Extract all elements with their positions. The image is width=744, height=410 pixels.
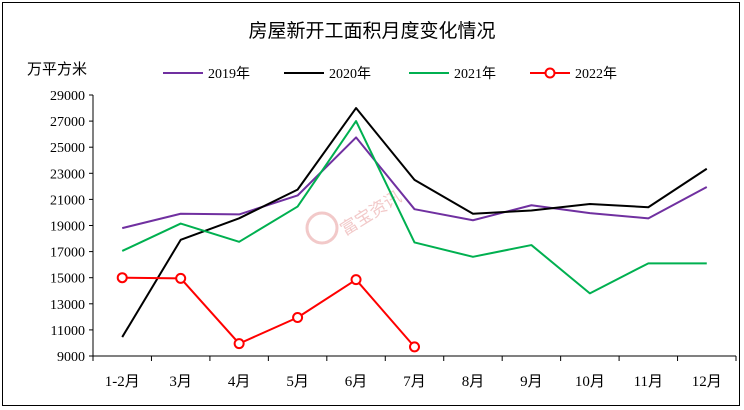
x-tick-label: 7月 <box>403 374 426 390</box>
series-2021年 <box>121 120 707 295</box>
legend: 2019年 2020年 2021年 2022年 <box>163 66 617 82</box>
chart-frame <box>2 2 740 406</box>
x-tick-label: 12月 <box>692 374 722 390</box>
x-tick-label: 5月 <box>286 374 309 390</box>
data-point <box>175 272 187 284</box>
y-tick-label: 13000 <box>50 298 85 313</box>
data-point <box>292 312 304 324</box>
legend-label: 2019年 <box>208 66 250 82</box>
watermark-text: 富宝资讯 <box>337 187 405 240</box>
data-point <box>350 274 362 286</box>
watermark: 富宝资讯 <box>305 187 405 245</box>
legend-item: 2020年 <box>284 66 371 82</box>
x-tick-label: 10月 <box>575 374 605 390</box>
data-point <box>116 272 128 284</box>
watermark-logo-icon <box>305 211 339 245</box>
legend-label: 2020年 <box>329 66 371 82</box>
x-tick-label: 11月 <box>634 374 663 390</box>
legend-marker <box>544 67 556 79</box>
x-tick-label: 1-2月 <box>105 374 140 390</box>
data-point <box>409 341 420 353</box>
series-2020年 <box>121 107 708 338</box>
y-tick-label: 9000 <box>57 350 85 365</box>
x-tick-label: 9月 <box>520 374 543 390</box>
y-tick-label: 19000 <box>50 220 85 235</box>
legend-label: 2021年 <box>454 66 496 82</box>
series-2019年 <box>121 136 708 230</box>
x-tick-label: 8月 <box>462 374 485 390</box>
legend-item: 2019年 <box>163 66 250 82</box>
y-tick-label: 29000 <box>50 89 85 104</box>
legend-label: 2022年 <box>575 66 617 82</box>
series-line <box>121 120 707 295</box>
y-tick-label: 25000 <box>50 141 85 156</box>
axes: 9000 11000 13000 15000 17000 19000 21000 23000 2… <box>50 89 737 390</box>
x-tick-label: 4月 <box>228 374 251 390</box>
y-tick-label: 21000 <box>50 193 85 208</box>
y-tick-label: 15000 <box>50 272 85 287</box>
x-tick-label: 3月 <box>169 374 192 390</box>
y-tick-label: 23000 <box>50 167 85 182</box>
chart-title: 房屋新开工面积月度变化情况 <box>248 20 495 42</box>
series-2022年 <box>116 272 420 353</box>
y-tick-label: 27000 <box>50 115 85 130</box>
y-tick-label: 17000 <box>50 246 85 261</box>
data-point <box>233 338 245 350</box>
legend-item: 2022年 <box>530 66 617 82</box>
y-axis-unit-label: 万平方米 <box>27 60 87 78</box>
series-layer <box>116 107 708 353</box>
series-line <box>121 107 708 338</box>
legend-item: 2021年 <box>409 66 496 82</box>
series-line <box>122 276 416 348</box>
x-tick-label: 6月 <box>345 374 368 390</box>
y-tick-label: 11000 <box>51 324 85 339</box>
series-line <box>121 136 708 230</box>
